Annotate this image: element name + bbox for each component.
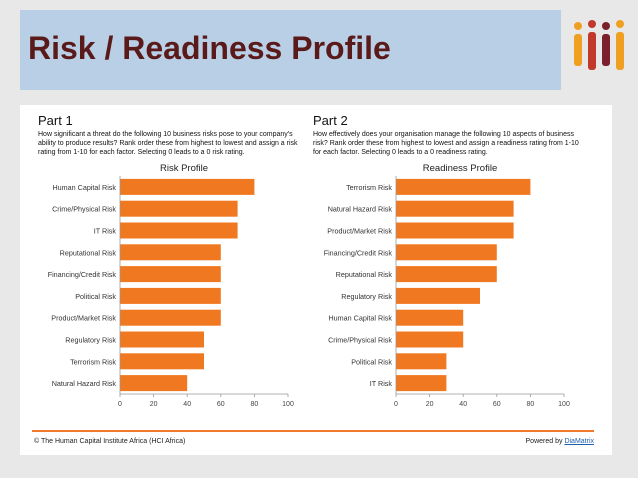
readiness-category-label: Product/Market Risk — [327, 227, 392, 236]
readiness-bar — [396, 331, 464, 348]
readiness-category-label: Reputational Risk — [336, 270, 393, 279]
risk-bar — [120, 266, 221, 283]
readiness-category-label: Financing/Credit Risk — [324, 248, 393, 257]
risk-bar — [120, 309, 221, 326]
risk-bar — [120, 178, 255, 195]
readiness-x-tick-label: 80 — [527, 401, 535, 408]
risk-category-label: Crime/Physical Risk — [52, 205, 116, 214]
readiness-x-tick-label: 40 — [459, 401, 467, 408]
risk-x-tick-label: 100 — [282, 401, 294, 408]
readiness-bar — [396, 244, 497, 261]
readiness-bar — [396, 266, 497, 283]
risk-x-tick-label: 40 — [183, 401, 191, 408]
footer-rule — [32, 430, 594, 432]
part2-description: How effectively does your organisation m… — [313, 131, 579, 156]
risk-category-label: IT Risk — [94, 227, 117, 236]
risk-category-label: Product/Market Risk — [51, 314, 116, 323]
readiness-x-tick-label: 20 — [426, 401, 434, 408]
risk-x-tick-label: 60 — [217, 401, 225, 408]
risk-bar — [120, 200, 238, 217]
readiness-bar — [396, 287, 480, 304]
part2-heading: Part 2 — [313, 113, 348, 128]
readiness-bar — [396, 200, 514, 217]
readiness-category-label: IT Risk — [370, 379, 393, 388]
risk-category-label: Regulatory Risk — [65, 336, 116, 345]
risk-category-label: Natural Hazard Risk — [52, 379, 117, 388]
readiness-x-tick-label: 60 — [493, 401, 501, 408]
risk-profile-chart: Risk Profile Human Capital Risk Crime/Phys… — [48, 163, 294, 408]
risk-bar — [120, 222, 238, 239]
risk-x-tick-label: 20 — [150, 401, 158, 408]
risk-category-label: Terrorism Risk — [70, 357, 116, 366]
risk-bar — [120, 375, 188, 392]
readiness-category-label: Human Capital Risk — [328, 314, 392, 323]
part1-heading: Part 1 — [38, 113, 73, 128]
risk-bar — [120, 353, 204, 370]
risk-category-label: Financing/Credit Risk — [48, 270, 117, 279]
risk-category-label: Reputational Risk — [60, 248, 117, 257]
readiness-category-label: Natural Hazard Risk — [328, 205, 393, 214]
readiness-bar — [396, 309, 464, 326]
readiness-chart-title: Readiness Profile — [423, 163, 497, 174]
readiness-x-tick-label: 0 — [394, 401, 398, 408]
readiness-category-label: Regulatory Risk — [341, 292, 392, 301]
readiness-category-label: Crime/Physical Risk — [328, 336, 392, 345]
readiness-bar — [396, 178, 531, 195]
risk-bar — [120, 287, 221, 304]
risk-bar — [120, 331, 204, 348]
risk-category-label: Human Capital Risk — [52, 183, 116, 192]
content-panel — [20, 105, 612, 455]
readiness-bar — [396, 353, 447, 370]
powered-by-label: Powered by — [525, 438, 565, 445]
readiness-profile-chart: Readiness Profile Terrorism Risk Natural H… — [324, 163, 570, 408]
readiness-category-label: Political Risk — [351, 357, 392, 366]
risk-category-label: Political Risk — [75, 292, 116, 301]
risk-x-tick-label: 80 — [251, 401, 259, 408]
readiness-bar — [396, 375, 447, 392]
readiness-x-tick-label: 100 — [558, 401, 570, 408]
diamatrix-link[interactable]: DiaMatrix — [564, 438, 594, 445]
hci-logo — [574, 20, 624, 70]
risk-chart-title: Risk Profile — [160, 163, 208, 174]
risk-bar — [120, 244, 221, 261]
page-title: Risk / Readiness Profile — [28, 30, 391, 66]
readiness-category-label: Terrorism Risk — [346, 183, 392, 192]
powered-by: Powered by DiaMatrix — [526, 438, 594, 445]
copyright-text: © The Human Capital Institute Africa (HC… — [34, 438, 186, 445]
title-banner — [20, 10, 561, 90]
risk-x-tick-label: 0 — [118, 401, 122, 408]
readiness-bar — [396, 222, 514, 239]
part1-description: How significant a threat do the followin… — [38, 131, 298, 156]
